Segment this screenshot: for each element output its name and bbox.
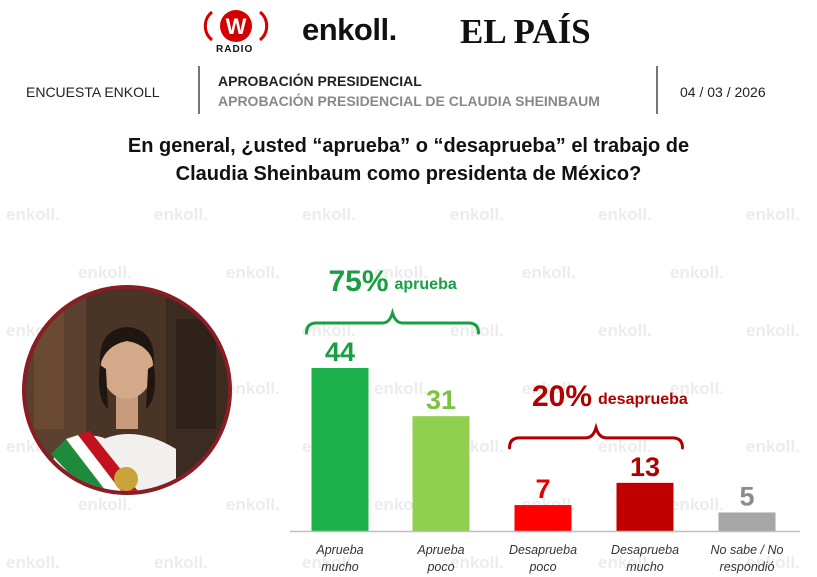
group-brace-1 bbox=[508, 422, 684, 450]
category-label-0-0: Aprueba bbox=[315, 543, 363, 557]
header-divider-right bbox=[656, 66, 658, 114]
group-brace-0 bbox=[305, 307, 480, 335]
group-word-1: desaprueba bbox=[598, 391, 688, 408]
question: En general, ¿usted “aprueba” o “desaprue… bbox=[0, 132, 817, 188]
data-label-1: 31 bbox=[426, 385, 456, 415]
enkoll-logo: enkoll. bbox=[302, 12, 397, 47]
bar-2 bbox=[514, 505, 572, 531]
w-radio-label: RADIO bbox=[216, 44, 254, 55]
category-label-3-1: mucho bbox=[626, 560, 664, 574]
header-divider-left bbox=[198, 66, 200, 114]
question-line-2: Claudia Sheinbaum como presidenta de Méx… bbox=[175, 163, 642, 185]
bar-4 bbox=[718, 512, 776, 531]
category-label-2-1: poco bbox=[528, 560, 556, 574]
header: ENCUESTA ENKOLL APROBACIÓN PRESIDENCIAL … bbox=[0, 66, 817, 116]
el-pais-logo: EL PAÍS bbox=[460, 12, 591, 51]
group-word-0: aprueba bbox=[395, 276, 457, 293]
group-percent-0: 75% bbox=[328, 265, 388, 298]
survey-label: ENCUESTA ENKOLL bbox=[26, 84, 160, 100]
data-label-4: 5 bbox=[739, 481, 754, 511]
w-radio-icon: W bbox=[203, 10, 269, 42]
logo-bar: W RADIO enkoll. EL PAÍS bbox=[0, 0, 817, 62]
bar-0 bbox=[311, 368, 369, 531]
category-label-2-0: Desaprueba bbox=[509, 543, 577, 557]
w-radio-logo: W RADIO bbox=[200, 6, 272, 56]
chart-marks: 44 Aprueba mucho 31 Aprueba poco 7 Desaprueba po… bbox=[290, 265, 800, 574]
category-label-0-1: mucho bbox=[321, 560, 359, 574]
data-label-0: 44 bbox=[325, 337, 355, 367]
category-label-1-1: poco bbox=[426, 560, 454, 574]
category-label-3-0: Desaprueba bbox=[611, 543, 679, 557]
header-title: APROBACIÓN PRESIDENCIAL bbox=[218, 73, 422, 89]
category-label-4-0: No sabe / No bbox=[711, 543, 784, 557]
group-percent-1: 20% bbox=[532, 380, 592, 413]
category-label-4-1: respondió bbox=[720, 560, 775, 574]
w-radio-letter: W bbox=[226, 14, 247, 39]
bar-3 bbox=[616, 482, 674, 531]
bar-1 bbox=[412, 416, 470, 531]
data-label-2: 7 bbox=[535, 474, 550, 504]
data-label-3: 13 bbox=[630, 452, 660, 482]
header-date: 04 / 03 / 2026 bbox=[680, 84, 766, 100]
header-subtitle: APROBACIÓN PRESIDENCIAL DE CLAUDIA SHEIN… bbox=[218, 93, 600, 109]
question-line-1: En general, ¿usted “aprueba” o “desaprue… bbox=[127, 135, 690, 157]
category-label-1-0: Aprueba bbox=[416, 543, 464, 557]
